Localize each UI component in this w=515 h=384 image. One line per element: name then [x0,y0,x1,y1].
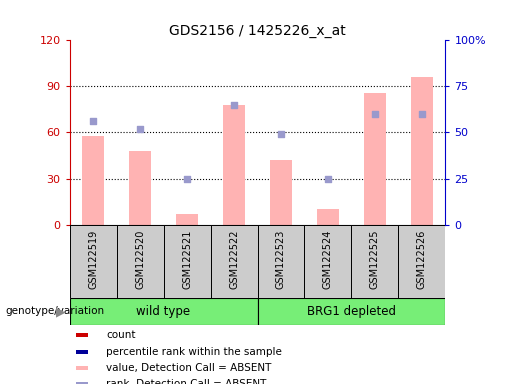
Bar [76,350,88,354]
Point [371,111,379,117]
Bar [270,160,291,225]
Bar [258,298,445,325]
Text: genotype/variation: genotype/variation [5,306,104,316]
Bar [211,225,258,298]
Text: BRG1 depleted: BRG1 depleted [307,305,396,318]
Point [230,102,238,108]
Text: count: count [106,330,135,340]
Point [89,118,97,124]
Bar [76,333,88,337]
Text: ▶: ▶ [56,305,65,318]
Text: GSM122524: GSM122524 [323,230,333,290]
Text: GSM122526: GSM122526 [417,230,427,290]
Text: GSM122522: GSM122522 [229,230,239,290]
Bar [304,225,352,298]
Text: GSM122525: GSM122525 [370,230,380,290]
Point [277,131,285,137]
Bar [116,225,164,298]
Bar [317,209,338,225]
Bar [76,366,88,370]
Bar [365,93,386,225]
Bar [352,225,399,298]
Point [324,175,332,182]
Bar [258,225,304,298]
Bar [70,298,258,325]
Point [418,111,426,117]
Bar [177,214,198,225]
Bar [76,382,88,384]
Bar [224,105,245,225]
Text: GSM122519: GSM122519 [88,230,98,289]
Bar [399,225,445,298]
Bar [82,136,104,225]
Text: rank, Detection Call = ABSENT: rank, Detection Call = ABSENT [106,379,266,384]
Title: GDS2156 / 1425226_x_at: GDS2156 / 1425226_x_at [169,24,346,38]
Bar [129,151,150,225]
Text: GSM122520: GSM122520 [135,230,145,290]
Text: wild type: wild type [136,305,191,318]
Bar [70,225,116,298]
Bar [411,77,433,225]
Bar [164,225,211,298]
Point [183,175,191,182]
Text: GSM122523: GSM122523 [276,230,286,290]
Point [136,126,144,132]
Text: value, Detection Call = ABSENT: value, Detection Call = ABSENT [106,363,271,373]
Text: GSM122521: GSM122521 [182,230,192,290]
Text: percentile rank within the sample: percentile rank within the sample [106,347,282,357]
